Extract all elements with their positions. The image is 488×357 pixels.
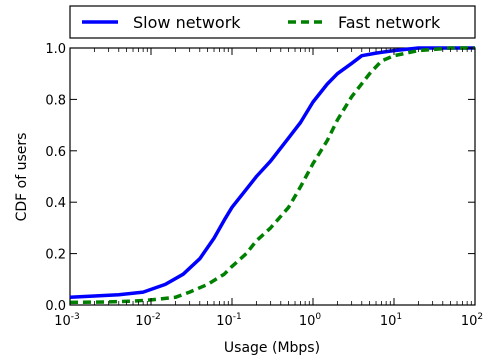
legend-label-slow: Slow network (133, 13, 241, 32)
y-tick-label: 0.0 (45, 299, 66, 314)
x-tick-label: 100 (299, 312, 322, 329)
x-tick-label: 101 (380, 312, 402, 329)
x-tick-label: 102 (461, 312, 483, 329)
y-tick-label: 0.8 (45, 93, 66, 108)
series-line-slow-network (69, 46, 475, 300)
legend-label-fast: Fast network (338, 13, 441, 32)
y-tick-label: 1.0 (45, 42, 66, 57)
series-line-fast-network (69, 46, 475, 305)
y-tick-label: 0.4 (45, 196, 66, 211)
x-tick-label: 10-2 (135, 312, 161, 329)
x-tick-label: 10-3 (54, 312, 80, 329)
legend: Slow network Fast network (69, 5, 476, 39)
tick-layer: 10-3 10-2 10-1 100 101 102 0.0 0.2 0.4 0.6 0.8 1.0 (45, 42, 483, 329)
y-tick-label: 0.2 (45, 248, 66, 263)
x-axis-label: Usage (Mbps) (224, 340, 320, 356)
y-tick-label: 0.6 (45, 145, 66, 160)
y-axis-label: CDF of users (14, 133, 30, 222)
series-layer (69, 46, 475, 305)
legend-frame (69, 5, 476, 39)
x-tick-label: 10-1 (216, 312, 242, 329)
plot-frame (69, 47, 476, 306)
